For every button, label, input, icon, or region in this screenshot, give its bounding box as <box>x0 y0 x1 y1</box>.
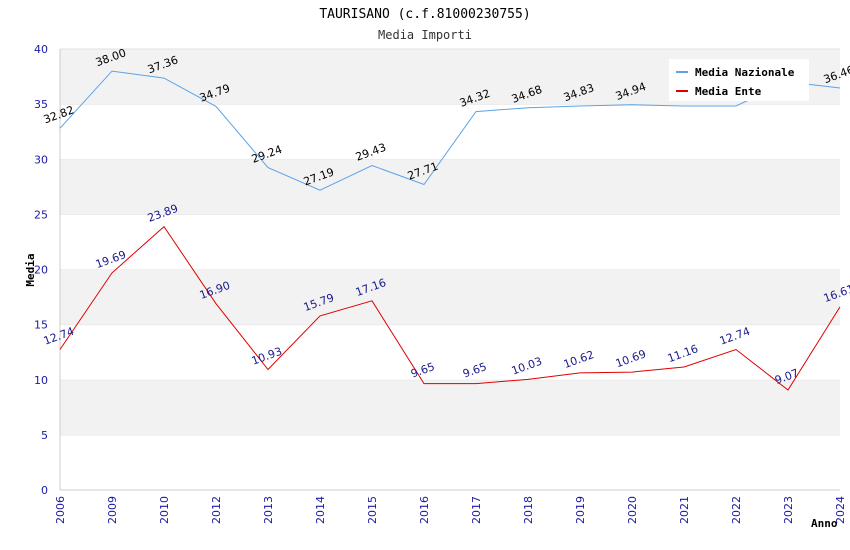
y-tick-label: 5 <box>41 429 48 442</box>
y-tick-label: 35 <box>34 98 48 111</box>
y-tick-label: 25 <box>34 208 48 221</box>
axes: 0 5 10 15 20 25 30 35 40 2006 2009 2010 2012 2013 2014… <box>34 43 847 524</box>
legend: Media Nazionale Media Ente <box>669 59 809 101</box>
series-layer <box>59 70 841 391</box>
x-tick-label: 2006 <box>54 496 67 524</box>
series-line-media-ente <box>59 225 841 391</box>
x-tick-label: 2014 <box>314 496 327 524</box>
chart-subtitle: Media Importi <box>378 28 472 42</box>
grid-band <box>60 379 840 435</box>
x-tick-label: 2013 <box>262 496 275 524</box>
grid-band <box>60 104 840 160</box>
grid-band <box>60 434 840 490</box>
x-tick-label: 2019 <box>574 496 587 524</box>
x-axis-label: Anno <box>811 517 838 530</box>
chart-title: TAURISANO (c.f.81000230755) <box>319 7 530 22</box>
x-tick-label: 2009 <box>106 496 119 524</box>
legend-entry: Media Ente <box>695 85 762 98</box>
x-tick-label: 2012 <box>210 496 223 524</box>
x-tick-label: 2020 <box>626 496 639 524</box>
grid-band <box>60 324 840 380</box>
x-tick-label: 2010 <box>158 496 171 524</box>
y-axis-label: Media <box>24 253 37 286</box>
legend-box <box>669 59 809 101</box>
series-line-media-nazionale <box>59 70 841 191</box>
y-tick-label: 15 <box>34 319 48 332</box>
x-tick-label: 2017 <box>470 496 483 524</box>
grid-band <box>60 214 840 270</box>
legend-entry: Media Nazionale <box>695 66 795 79</box>
x-tick-label: 2018 <box>522 496 535 524</box>
x-tick-label: 2021 <box>678 496 691 524</box>
y-tick-label: 30 <box>34 153 48 166</box>
grid-band <box>60 159 840 215</box>
y-tick-label: 40 <box>34 43 48 56</box>
x-tick-label: 2023 <box>782 496 795 524</box>
x-tick-label: 2016 <box>418 496 431 524</box>
x-tick-label: 2024 <box>834 496 847 524</box>
y-tick-label: 20 <box>34 264 48 277</box>
x-tick-label: 2022 <box>730 496 743 524</box>
x-tick-label: 2015 <box>366 496 379 524</box>
y-tick-label: 0 <box>41 484 48 497</box>
y-tick-label: 10 <box>34 374 48 387</box>
grid-bands <box>60 48 840 490</box>
grid-band <box>60 269 840 325</box>
